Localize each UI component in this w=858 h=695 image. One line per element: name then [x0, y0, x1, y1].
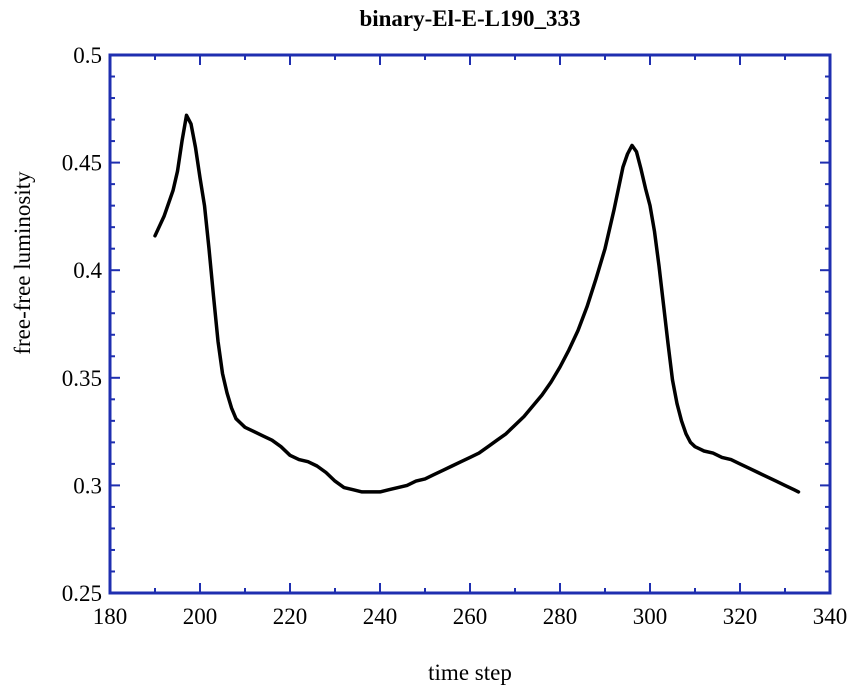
- x-axis-tick-labels: 180 200 220 240 260 280 300 320 340: [93, 604, 848, 629]
- x-axis-label: time step: [428, 660, 512, 685]
- y-axis-ticks: [110, 54, 830, 594]
- x-tick-label: 280: [543, 604, 578, 629]
- x-tick-label: 240: [363, 604, 398, 629]
- y-axis-label: free-free luminosity: [10, 171, 35, 355]
- x-tick-label: 180: [93, 604, 128, 629]
- x-tick-label: 200: [183, 604, 218, 629]
- y-tick-label: 0.35: [62, 366, 102, 391]
- x-tick-label: 220: [273, 604, 308, 629]
- y-axis-tick-labels: 0.25 0.3 0.35 0.4 0.45 0.5: [62, 43, 103, 606]
- x-axis-ticks: [109, 55, 831, 593]
- x-tick-label: 300: [633, 604, 668, 629]
- x-tick-label: 340: [813, 604, 848, 629]
- x-tick-label: 260: [453, 604, 488, 629]
- x-tick-label: 320: [723, 604, 758, 629]
- y-tick-label: 0.3: [73, 473, 102, 498]
- chart-title: binary-El-E-L190_333: [359, 6, 580, 31]
- plot-area: [108, 53, 832, 595]
- y-tick-label: 0.45: [62, 151, 102, 176]
- y-tick-label: 0.4: [73, 258, 102, 283]
- y-tick-label: 0.25: [62, 581, 102, 606]
- y-tick-label: 0.5: [73, 43, 102, 68]
- series-line: [153, 113, 801, 494]
